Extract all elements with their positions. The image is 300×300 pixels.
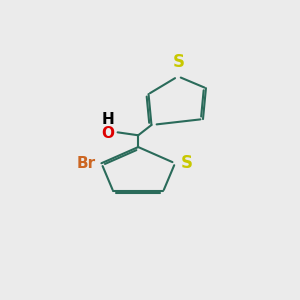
Text: Br: Br	[77, 156, 96, 171]
Text: S: S	[172, 53, 184, 71]
Text: S: S	[180, 154, 192, 172]
Text: O: O	[102, 126, 115, 141]
Text: H: H	[102, 112, 115, 128]
